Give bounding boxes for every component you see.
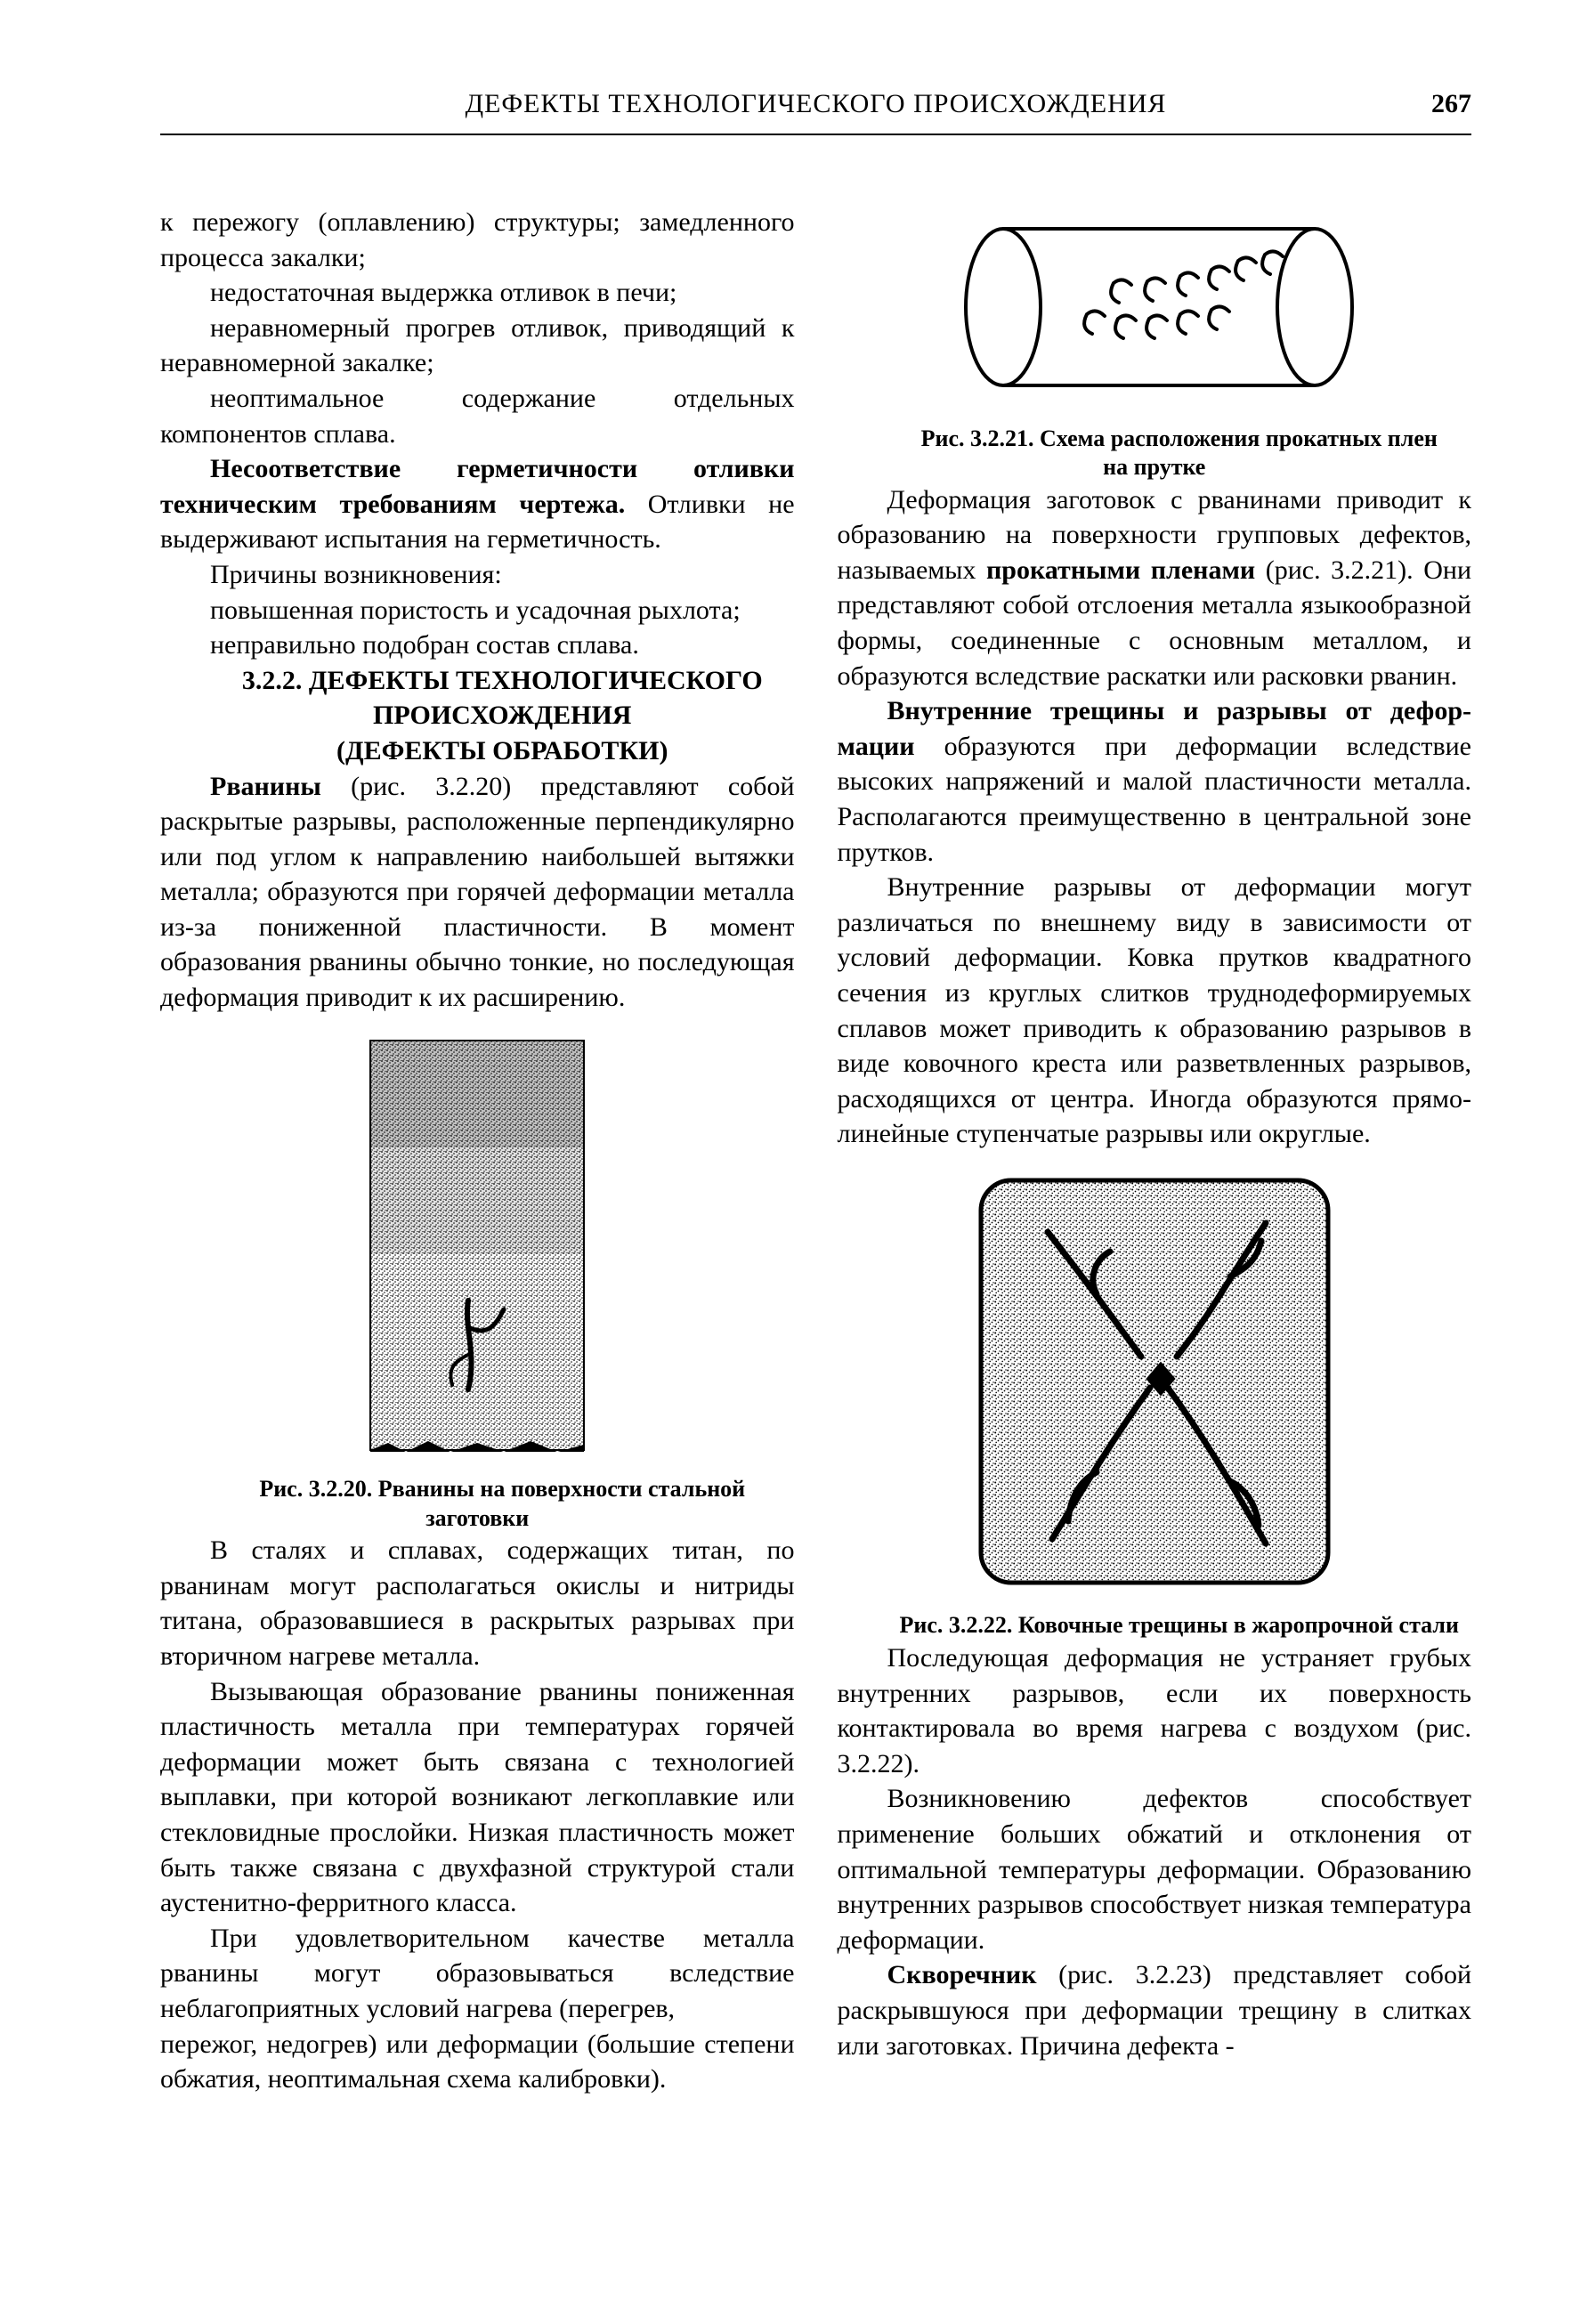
figure-3-2-22 <box>838 1170 1472 1607</box>
figure-3-2-20-svg <box>344 1033 611 1461</box>
para: пережог, недогрев) или деформации (больш… <box>160 2027 795 2097</box>
figure-3-2-20 <box>160 1033 795 1470</box>
term: Рванины <box>210 772 321 801</box>
figure-3-2-21-caption: Рис. 3.2.21. Схема расположения прокатны… <box>838 425 1472 482</box>
figure-3-2-21 <box>838 205 1472 419</box>
para: Рванины (рис. 3.2.20) представляют собой… <box>160 769 795 1016</box>
term: прокатными плена­ми <box>986 555 1255 585</box>
para: Последующая деформация не устраняет груб… <box>838 1641 1472 1781</box>
para: к пережогу (оплавлению) структуры; замед… <box>160 205 795 275</box>
para: неправильно подобран состав сплава. <box>160 628 795 663</box>
figure-3-2-21-svg <box>923 205 1386 409</box>
para: Скворечник (рис. 3.2.23) представляет со… <box>838 1957 1472 2063</box>
running-title: ДЕФЕКТЫ ТЕХНОЛОГИЧЕСКОГО ПРОИСХОЖДЕНИЯ <box>160 89 1471 128</box>
caption-line: на прутке <box>1103 454 1205 480</box>
body-columns: к пережогу (оплавлению) структуры; замед… <box>160 205 1471 2252</box>
para: недостаточная выдержка отливок в печи; <box>160 275 795 311</box>
figure-3-2-22-caption: Рис. 3.2.22. Ковочные трещины в жаропроч… <box>838 1611 1472 1641</box>
text: (рис. 3.2.20) представляют собой раскрыт… <box>160 772 795 1013</box>
figure-3-2-22-svg <box>963 1170 1346 1597</box>
para: В сталях и сплавах, содержащих титан, по… <box>160 1533 795 1673</box>
text: образуются при деформации вследствие выс… <box>838 732 1472 867</box>
page-number: 267 <box>1431 89 1471 119</box>
section-heading: 3.2.2. ДЕФЕКТЫ ТЕХНОЛОГИЧЕСКОГО ПРОИСХОЖ… <box>160 663 795 769</box>
running-head: ДЕФЕКТЫ ТЕХНОЛОГИЧЕСКОГО ПРОИСХОЖДЕНИЯ 2… <box>160 89 1471 151</box>
para: Внутренние разрывы от деформации могут р… <box>838 870 1472 1152</box>
heading-line: ПРОИСХОЖДЕНИЯ <box>160 698 795 733</box>
caption-line: Рис. 3.2.21. Схема расположения прокатны… <box>921 425 1438 451</box>
para: неоптимальное содержание отдельных компо… <box>160 381 795 451</box>
para: повышенная пористость и усадочная рыхлот… <box>160 593 795 628</box>
term: Скворечник <box>887 1960 1037 1989</box>
caption-line: заготовки <box>425 1505 529 1531</box>
para: Возникновению дефектов способствует прим… <box>838 1781 1472 1957</box>
para: неравномерный прогрев отливок, приво­дящ… <box>160 311 795 381</box>
heading-line: (ДЕФЕКТЫ ОБРАБОТКИ) <box>160 733 795 769</box>
para: Несоответствие герметичности отливки тех… <box>160 451 795 557</box>
header-rule <box>160 134 1471 135</box>
page: ДЕФЕКТЫ ТЕХНОЛОГИЧЕСКОГО ПРОИСХОЖДЕНИЯ 2… <box>0 0 1596 2317</box>
para: Вызывающая образование рванины по­ниженн… <box>160 1674 795 1921</box>
para: Деформация заготовок с рванинами при­вод… <box>838 482 1472 694</box>
caption-line: Рис. 3.2.20. Рванины на поверхности стал… <box>259 1476 745 1502</box>
figure-3-2-20-caption: Рис. 3.2.20. Рванины на поверхности стал… <box>160 1475 795 1533</box>
para: При удовлетворительном качестве метал­ла… <box>160 1921 795 2027</box>
heading-line: 3.2.2. ДЕФЕКТЫ ТЕХНОЛОГИЧЕСКОГО <box>160 663 795 699</box>
para: Внутренние трещины и разрывы от дефор­ма… <box>838 693 1472 870</box>
para: Причины возникновения: <box>160 557 795 593</box>
